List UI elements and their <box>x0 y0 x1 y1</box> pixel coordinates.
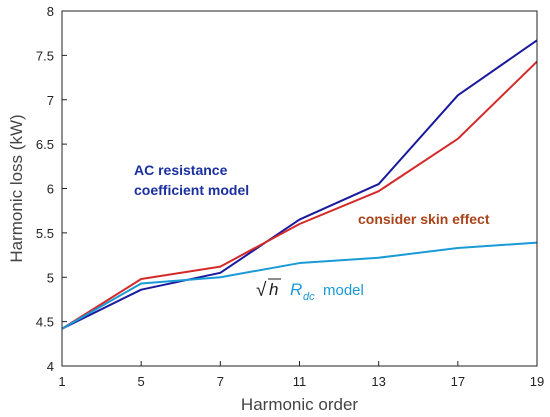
annotation-model: model <box>323 282 364 299</box>
plot-frame <box>61 10 538 367</box>
y-tick-label: 7 <box>47 93 54 108</box>
y-tick-label: 5 <box>47 270 54 285</box>
x-tick-label: 13 <box>371 374 385 389</box>
x-tick-label: 19 <box>530 374 544 389</box>
y-axis-ticks: 4 4.5 5 5.5 6 6.5 7 7.5 8 <box>36 4 67 374</box>
series-line-1 <box>61 60 538 330</box>
annotation-dc-subscript: dc <box>303 291 315 303</box>
y-tick-label: 8 <box>47 4 54 19</box>
annotation-sqrt-h-rdc-model: √ h R dc model <box>256 278 364 303</box>
y-tick-label: 6 <box>47 182 54 197</box>
annotation-skin-effect: consider skin effect <box>358 211 490 227</box>
y-tick-label: 6.5 <box>36 137 54 152</box>
series-line-0 <box>61 39 538 330</box>
series-line-2 <box>61 241 538 330</box>
y-tick-label: 4 <box>47 359 54 374</box>
series-lines <box>61 39 538 330</box>
x-tick-label: 1 <box>58 374 65 389</box>
x-tick-label: 7 <box>217 374 224 389</box>
x-tick-label: 17 <box>451 374 465 389</box>
x-axis-label: Harmonic order <box>241 395 358 414</box>
y-tick-label: 5.5 <box>36 226 54 241</box>
y-axis-label: Harmonic loss (kW) <box>7 114 26 262</box>
x-tick-label: 5 <box>138 374 145 389</box>
annotation-sqrt-symbol: √ <box>256 280 267 301</box>
annotation-h: h <box>269 280 278 299</box>
y-tick-label: 7.5 <box>36 48 54 63</box>
y-tick-label: 4.5 <box>36 315 54 330</box>
annotation-R: R <box>290 280 302 299</box>
x-tick-label: 11 <box>293 374 307 389</box>
annotation-ac-resistance-line2: coefficient model <box>134 182 249 198</box>
annotation-ac-resistance-line1: AC resistance <box>134 162 228 178</box>
x-axis-ticks: 1 5 7 11 13 17 19 <box>58 361 544 389</box>
